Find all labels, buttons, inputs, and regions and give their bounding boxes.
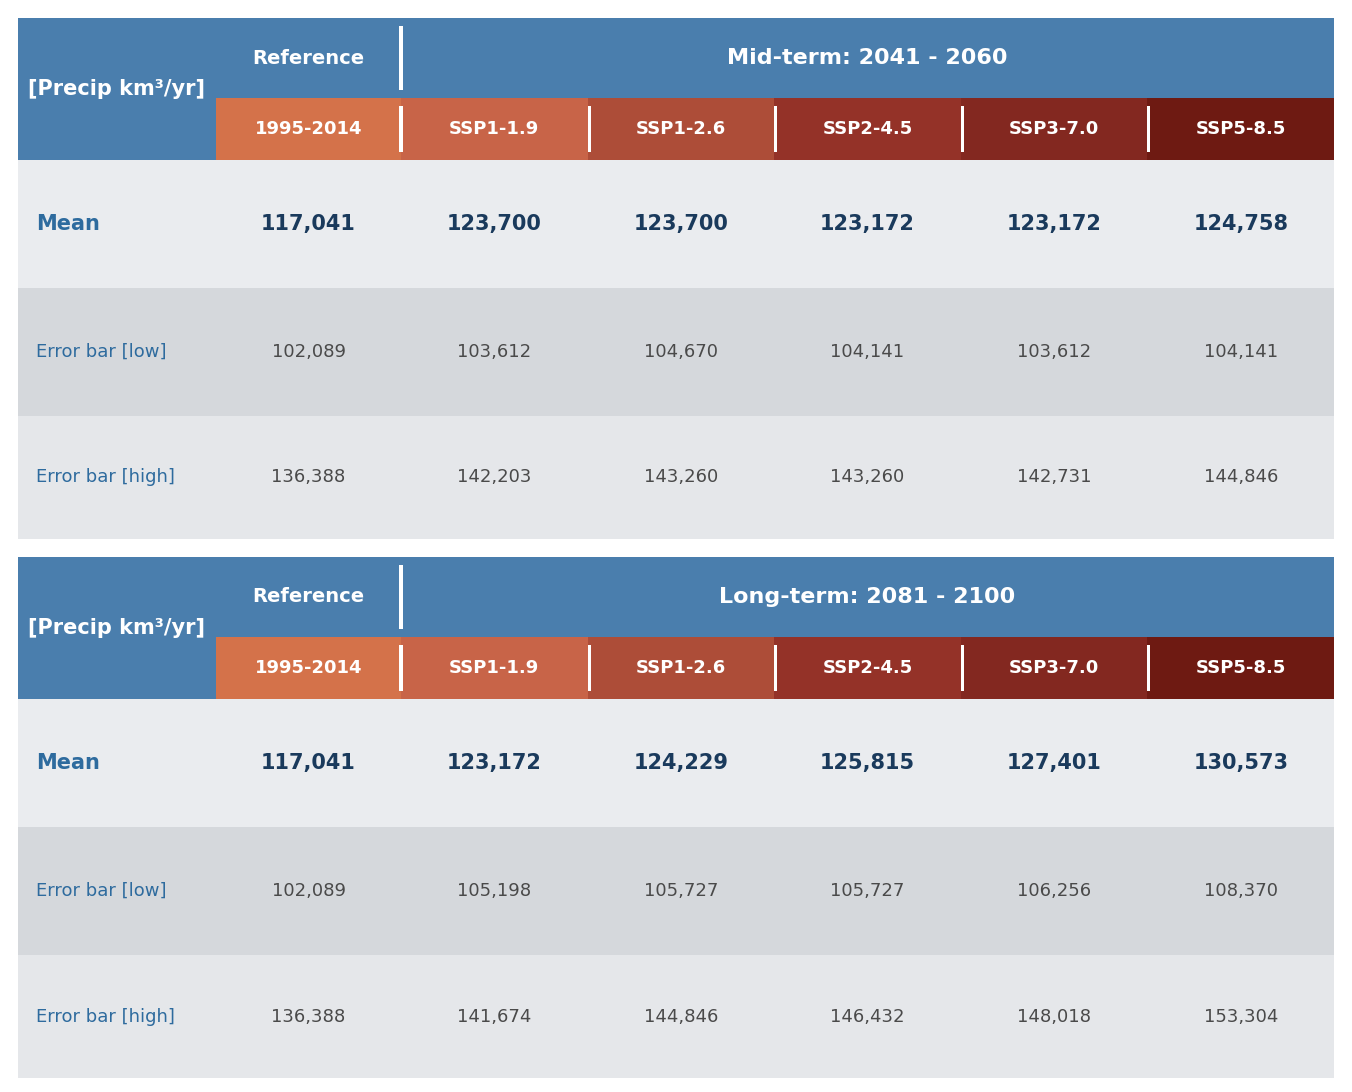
Bar <box>216 98 402 161</box>
Text: Long-term: 2081 - 2100: Long-term: 2081 - 2100 <box>719 587 1015 607</box>
Text: 124,229: 124,229 <box>633 753 729 773</box>
Text: 123,172: 123,172 <box>1007 214 1102 234</box>
Text: [Precip km³/yr]: [Precip km³/yr] <box>28 79 206 99</box>
Text: 143,260: 143,260 <box>830 468 904 487</box>
Text: 142,731: 142,731 <box>1017 468 1091 487</box>
Text: 123,700: 123,700 <box>634 214 729 234</box>
Text: SSP1-1.9: SSP1-1.9 <box>449 120 539 138</box>
Text: Mean: Mean <box>37 753 100 773</box>
Text: 142,203: 142,203 <box>457 468 531 487</box>
Text: SSP1-1.9: SSP1-1.9 <box>449 658 539 677</box>
Bar <box>399 645 403 691</box>
Text: 103,612: 103,612 <box>457 343 531 361</box>
Bar <box>399 106 403 152</box>
Bar <box>18 17 216 161</box>
Text: 105,727: 105,727 <box>644 882 718 900</box>
Bar <box>402 98 588 161</box>
Text: 105,198: 105,198 <box>457 882 531 900</box>
Bar <box>399 565 403 629</box>
Text: 104,141: 104,141 <box>830 343 904 361</box>
Text: 123,172: 123,172 <box>821 214 915 234</box>
Text: 127,401: 127,401 <box>1007 753 1102 773</box>
Bar <box>775 98 961 161</box>
Text: SSP2-4.5: SSP2-4.5 <box>822 120 913 138</box>
Text: Error bar [high]: Error bar [high] <box>37 1008 174 1025</box>
Bar <box>588 637 775 699</box>
Bar <box>402 557 1334 637</box>
Text: 136,388: 136,388 <box>272 1008 346 1025</box>
Text: Mid-term: 2041 - 2060: Mid-term: 2041 - 2060 <box>727 48 1007 68</box>
Text: 104,670: 104,670 <box>644 343 718 361</box>
Bar <box>961 106 964 152</box>
Text: 105,727: 105,727 <box>830 882 904 900</box>
Bar <box>1148 637 1334 699</box>
Text: 1995-2014: 1995-2014 <box>254 120 362 138</box>
Text: 1995-2014: 1995-2014 <box>254 658 362 677</box>
Bar <box>588 106 591 152</box>
Text: 124,758: 124,758 <box>1194 214 1288 234</box>
Text: 104,141: 104,141 <box>1203 343 1278 361</box>
Text: SSP3-7.0: SSP3-7.0 <box>1009 120 1099 138</box>
Text: 144,846: 144,846 <box>644 1008 718 1025</box>
Bar <box>402 637 588 699</box>
Bar <box>18 288 1334 416</box>
Bar <box>1148 98 1334 161</box>
Text: Mean: Mean <box>37 214 100 234</box>
Text: 103,612: 103,612 <box>1017 343 1091 361</box>
Text: 148,018: 148,018 <box>1017 1008 1091 1025</box>
Bar <box>775 106 777 152</box>
Text: SSP1-2.6: SSP1-2.6 <box>635 658 726 677</box>
Text: SSP5-8.5: SSP5-8.5 <box>1195 658 1286 677</box>
Text: 143,260: 143,260 <box>644 468 718 487</box>
Text: SSP2-4.5: SSP2-4.5 <box>822 658 913 677</box>
Text: 117,041: 117,041 <box>261 214 356 234</box>
Bar <box>18 956 1334 1078</box>
Bar <box>399 26 403 90</box>
Bar <box>402 17 1334 98</box>
Text: 117,041: 117,041 <box>261 753 356 773</box>
Bar <box>961 98 1148 161</box>
Text: 125,815: 125,815 <box>819 753 915 773</box>
Text: 146,432: 146,432 <box>830 1008 904 1025</box>
Text: Reference: Reference <box>253 48 365 68</box>
Bar <box>18 699 1334 827</box>
Bar <box>961 637 1148 699</box>
Text: 144,846: 144,846 <box>1203 468 1278 487</box>
Bar <box>18 161 1334 288</box>
Text: SSP1-2.6: SSP1-2.6 <box>635 120 726 138</box>
Bar <box>775 645 777 691</box>
Text: 136,388: 136,388 <box>272 468 346 487</box>
Text: 153,304: 153,304 <box>1203 1008 1278 1025</box>
Bar <box>588 645 591 691</box>
Text: SSP3-7.0: SSP3-7.0 <box>1009 658 1099 677</box>
Text: Reference: Reference <box>253 587 365 606</box>
Bar <box>216 637 402 699</box>
Bar <box>216 557 402 637</box>
Text: 130,573: 130,573 <box>1194 753 1288 773</box>
Text: [Precip km³/yr]: [Precip km³/yr] <box>28 618 206 638</box>
Text: 123,172: 123,172 <box>448 753 542 773</box>
Bar <box>775 637 961 699</box>
Text: 141,674: 141,674 <box>457 1008 531 1025</box>
Bar <box>18 827 1334 956</box>
Text: 123,700: 123,700 <box>448 214 542 234</box>
Text: 106,256: 106,256 <box>1017 882 1091 900</box>
Bar <box>18 416 1334 539</box>
Bar <box>588 98 775 161</box>
Text: 102,089: 102,089 <box>272 343 346 361</box>
Text: SSP5-8.5: SSP5-8.5 <box>1195 120 1286 138</box>
Text: 108,370: 108,370 <box>1203 882 1278 900</box>
Bar <box>18 557 216 699</box>
Bar <box>1148 645 1151 691</box>
Bar <box>216 17 402 98</box>
Bar <box>961 645 964 691</box>
Text: Error bar [low]: Error bar [low] <box>37 343 166 361</box>
Text: Error bar [high]: Error bar [high] <box>37 468 174 487</box>
Bar <box>1148 106 1151 152</box>
Text: Error bar [low]: Error bar [low] <box>37 882 166 900</box>
Text: 102,089: 102,089 <box>272 882 346 900</box>
